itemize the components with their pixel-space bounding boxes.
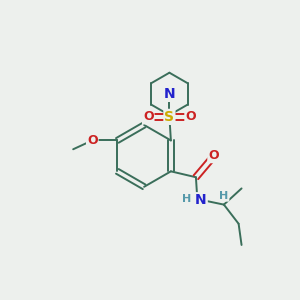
Text: N: N bbox=[195, 193, 207, 207]
Text: O: O bbox=[87, 134, 98, 147]
Text: H: H bbox=[219, 191, 229, 201]
Text: N: N bbox=[164, 87, 175, 101]
Text: O: O bbox=[185, 110, 196, 123]
Text: O: O bbox=[208, 149, 219, 162]
Text: S: S bbox=[164, 110, 174, 124]
Text: H: H bbox=[182, 194, 192, 204]
Text: O: O bbox=[143, 110, 154, 123]
